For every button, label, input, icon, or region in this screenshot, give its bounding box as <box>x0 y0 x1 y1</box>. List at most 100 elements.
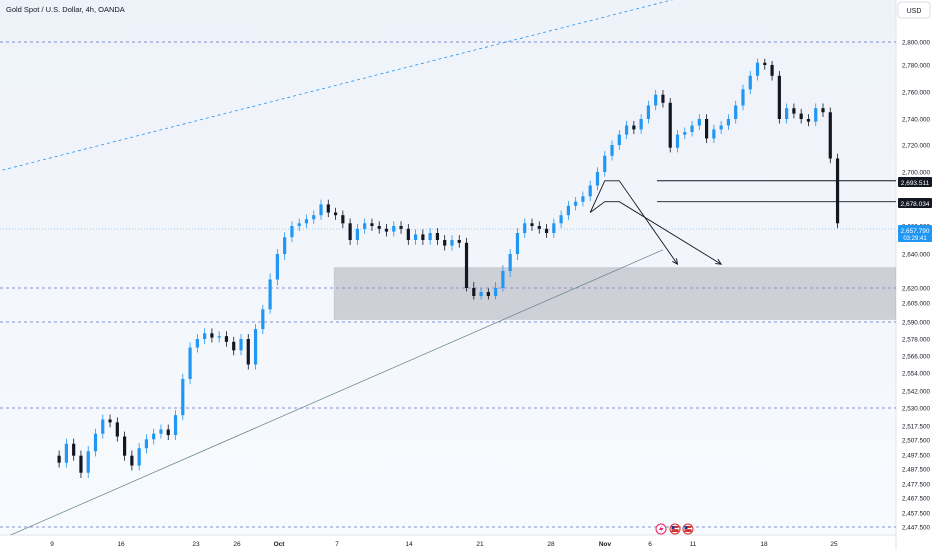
candle-body <box>552 223 556 233</box>
candle-body <box>188 347 192 379</box>
candle-body <box>755 62 760 76</box>
candle-body <box>501 271 505 288</box>
candle-body <box>399 226 403 229</box>
candle-body <box>544 228 549 233</box>
x-tick-label: 23 <box>192 541 200 548</box>
candle-body <box>457 240 461 243</box>
candle-body <box>224 336 229 342</box>
x-tick-label: 7 <box>335 541 339 548</box>
candle-body <box>646 105 650 119</box>
candle-body <box>261 309 265 330</box>
candle-body <box>559 215 563 224</box>
candle-body <box>683 132 687 135</box>
candle-body <box>326 204 330 213</box>
y-tick-label: 2,760.000 <box>902 90 931 97</box>
channel-upper-line[interactable] <box>0 0 823 176</box>
candle-body <box>130 455 134 466</box>
candle-body <box>144 439 149 449</box>
candle-body <box>632 125 636 130</box>
lightning-icon <box>659 525 664 533</box>
price-tag-lower-text: 2,678.034 <box>901 201 930 208</box>
time-axis-background <box>0 535 896 550</box>
x-tick-label: 25 <box>830 541 838 548</box>
forecast-path-0[interactable] <box>589 180 678 265</box>
price-tag-upper-text: 2,693.511 <box>901 180 930 187</box>
candle-body <box>719 125 723 130</box>
candle-body <box>86 451 90 473</box>
y-tick-label: 2,554.000 <box>902 371 931 378</box>
candle-body <box>741 89 745 106</box>
candle-body <box>348 223 352 240</box>
candle-body <box>290 226 294 238</box>
candle-body <box>253 329 258 365</box>
candle-body <box>297 223 301 226</box>
candle-body <box>835 158 840 224</box>
candle-body <box>654 94 658 106</box>
candle-body <box>246 339 250 365</box>
candle-body <box>166 429 170 436</box>
event-markers <box>655 523 694 535</box>
candle-body <box>203 333 207 339</box>
last-price-text: 2,657.790 <box>901 228 930 235</box>
currency-label[interactable]: USD <box>907 8 922 15</box>
y-tick-label: 2,497.500 <box>902 453 931 460</box>
y-tick-label: 2,590.000 <box>902 320 931 327</box>
currency-button[interactable]: USD <box>897 1 931 19</box>
chart-header: Gold Spot / U.S. Dollar, 4h, OANDA <box>6 5 125 14</box>
candle-body <box>530 223 534 226</box>
candle-body <box>377 226 381 229</box>
candle-body <box>319 204 323 216</box>
candle-body <box>515 233 520 254</box>
y-tick-label: 2,620.000 <box>902 286 931 293</box>
channel-lower-line[interactable] <box>8 249 664 536</box>
candle-body <box>763 62 767 65</box>
y-tick-label: 2,457.500 <box>902 511 931 518</box>
candle-body <box>479 292 483 296</box>
candle-body <box>443 240 447 246</box>
currency-button-frame[interactable] <box>897 1 931 19</box>
candle-body <box>785 108 789 119</box>
y-tick-label: 2,530.000 <box>902 406 931 413</box>
forecast-path-1[interactable] <box>589 201 722 265</box>
candle-body <box>610 145 614 156</box>
candle-body <box>406 228 410 240</box>
price-tag-lower-bg <box>898 198 932 208</box>
candle-body <box>581 196 585 202</box>
candles <box>57 58 840 478</box>
candle-body <box>494 288 498 296</box>
candle-body <box>697 119 701 126</box>
forecast-arrowhead-0 <box>672 258 679 266</box>
price-tag-lower: 2,678.034 <box>898 198 932 208</box>
last-price-tag-bg <box>898 225 932 242</box>
x-tick-label: 26 <box>233 541 241 548</box>
candle-body <box>748 75 752 90</box>
candle-body <box>210 333 214 338</box>
y-tick-label: 2,740.000 <box>902 117 931 124</box>
price-tag-upper-bg <box>898 177 932 187</box>
y-tick-label: 2,487.500 <box>902 467 931 474</box>
candle-body <box>108 419 112 423</box>
candle-body <box>668 102 672 148</box>
y-tick-label: 2,640.000 <box>902 252 931 259</box>
x-tick-label: Nov <box>599 541 612 548</box>
candle-body <box>239 339 243 351</box>
candle-body <box>414 234 418 240</box>
y-tick-label: 2,507.500 <box>902 438 931 445</box>
candle-body <box>639 119 643 130</box>
candle-body <box>283 237 287 254</box>
x-tick-label: Oct <box>274 541 286 548</box>
candle-body <box>821 108 825 113</box>
candle-body <box>624 125 629 135</box>
candle-body <box>72 443 76 456</box>
candle-body <box>450 240 454 246</box>
demand-zone[interactable] <box>333 267 896 320</box>
candle-body <box>661 94 665 103</box>
x-tick-label: 6 <box>648 541 652 548</box>
candle-body <box>304 219 309 224</box>
candle-body <box>232 341 236 351</box>
candle-body <box>370 223 374 226</box>
candle-body <box>159 429 163 434</box>
x-tick-label: 11 <box>690 541 697 548</box>
